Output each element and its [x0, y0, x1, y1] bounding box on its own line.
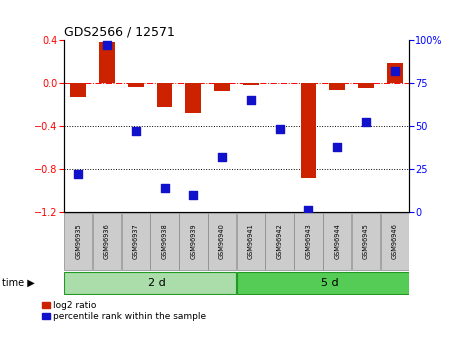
FancyBboxPatch shape [294, 213, 323, 270]
Point [161, 185, 168, 191]
Point [305, 208, 312, 213]
Text: GSM96935: GSM96935 [75, 224, 81, 259]
Point [132, 128, 140, 134]
Text: GSM96943: GSM96943 [306, 224, 311, 259]
FancyBboxPatch shape [352, 213, 380, 270]
Bar [329, 83, 345, 90]
FancyBboxPatch shape [380, 213, 409, 270]
Text: time ▶: time ▶ [2, 278, 35, 288]
FancyBboxPatch shape [236, 213, 265, 270]
Text: GSM96938: GSM96938 [162, 224, 167, 259]
Text: GSM96937: GSM96937 [133, 224, 139, 259]
FancyBboxPatch shape [179, 213, 208, 270]
Point [391, 68, 399, 73]
Text: GSM96940: GSM96940 [219, 224, 225, 259]
FancyBboxPatch shape [93, 213, 121, 270]
Bar [243, 83, 259, 85]
Bar [358, 83, 374, 88]
Point [276, 127, 283, 132]
Text: GDS2566 / 12571: GDS2566 / 12571 [64, 26, 175, 39]
Point [74, 171, 82, 177]
Point [190, 192, 197, 198]
FancyBboxPatch shape [64, 213, 93, 270]
Text: 2 d: 2 d [149, 278, 166, 288]
Text: GSM96944: GSM96944 [334, 224, 340, 259]
Text: GSM96945: GSM96945 [363, 224, 369, 259]
Bar [185, 83, 201, 113]
Bar [99, 42, 115, 83]
Text: GSM96939: GSM96939 [190, 224, 196, 259]
Text: GSM96936: GSM96936 [104, 224, 110, 259]
FancyBboxPatch shape [122, 213, 150, 270]
Point [219, 154, 226, 160]
Bar [387, 63, 403, 83]
FancyBboxPatch shape [236, 272, 409, 294]
Text: GSM96942: GSM96942 [277, 224, 283, 259]
Text: GSM96941: GSM96941 [248, 224, 254, 259]
Bar [128, 83, 144, 87]
Legend: log2 ratio, percentile rank within the sample: log2 ratio, percentile rank within the s… [43, 301, 206, 321]
FancyBboxPatch shape [265, 213, 294, 270]
Text: GSM96946: GSM96946 [392, 224, 398, 259]
Bar [300, 83, 316, 178]
Bar [157, 83, 173, 107]
Point [247, 97, 254, 103]
Point [103, 42, 111, 48]
Point [362, 120, 370, 125]
FancyBboxPatch shape [64, 272, 236, 294]
Bar [214, 83, 230, 91]
Text: 5 d: 5 d [321, 278, 339, 288]
FancyBboxPatch shape [150, 213, 179, 270]
Bar [70, 83, 86, 97]
FancyBboxPatch shape [323, 213, 351, 270]
FancyBboxPatch shape [208, 213, 236, 270]
Point [333, 144, 341, 149]
